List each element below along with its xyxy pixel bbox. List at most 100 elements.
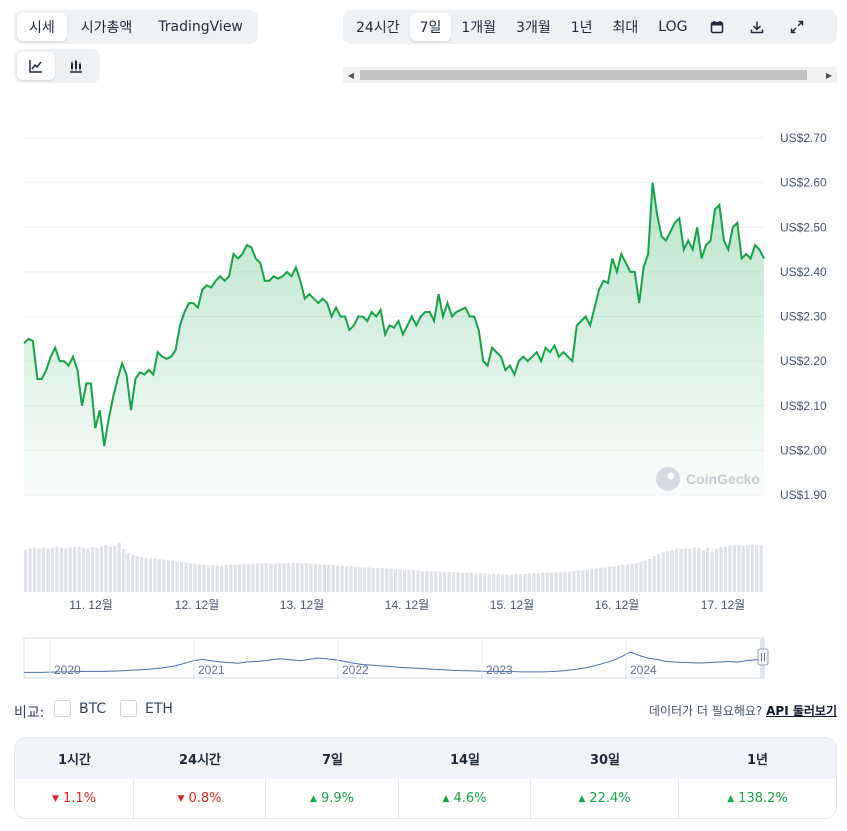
btc-checkbox[interactable] (54, 700, 71, 717)
perf-14d-arrow-icon: ▲ (442, 793, 450, 804)
candlestick-chart-button[interactable] (57, 52, 95, 80)
volume-bar (465, 572, 469, 592)
volume-bar (469, 572, 474, 592)
need-more-data: 데이터가 더 필요해요? API 둘러보기 (649, 702, 837, 719)
eth-checkbox[interactable] (120, 700, 137, 717)
volume-bar (741, 545, 745, 592)
volume-bar (122, 548, 126, 592)
y-tick-label: US$2.50 (780, 220, 827, 234)
volume-bar (723, 546, 728, 592)
calendar-button[interactable] (697, 13, 737, 41)
volume-bar (184, 562, 188, 592)
api-link[interactable]: API 둘러보기 (766, 704, 837, 718)
volume-bar (229, 565, 233, 592)
x-tick-label: 13. 12월 (280, 598, 324, 612)
volume-bar (206, 565, 211, 592)
volume-bar (523, 574, 527, 592)
volume-bar (380, 568, 384, 592)
compare-btc[interactable]: BTC (54, 700, 106, 717)
tab-price[interactable]: 시세 (17, 13, 67, 41)
volume-bar (353, 566, 358, 592)
volume-bar (362, 567, 367, 592)
volume-bar (255, 563, 260, 592)
volume-bar (443, 571, 447, 592)
volume-bar (518, 574, 523, 592)
volume-bar (24, 550, 28, 592)
performance-table: 1시간 24시간 7일 14일 30일 1년 ▼ 1.1% ▼ 0.8% ▲ 9.9%… (14, 737, 837, 819)
volume-bar (652, 556, 656, 592)
volume-bar (634, 563, 638, 592)
volume-bar (153, 558, 157, 592)
volume-bar (41, 547, 46, 592)
expand-button[interactable] (777, 13, 817, 41)
range-7d[interactable]: 7일 (409, 13, 452, 41)
tab-market-cap[interactable]: 시가총액 (80, 20, 133, 36)
y-tick-label: US$2.00 (780, 443, 827, 457)
header-1h: 1시간 (58, 753, 91, 768)
volume-bar (73, 547, 77, 592)
calendar-icon (711, 21, 724, 34)
chart-type-tabs (14, 49, 100, 83)
volume-bar (715, 548, 719, 592)
volume-bar (131, 554, 135, 592)
volume-bar (126, 553, 130, 592)
volume-bar (541, 572, 545, 592)
range-1m[interactable]: 1개월 (461, 20, 497, 36)
volume-bar (242, 563, 246, 592)
compare-eth[interactable]: ETH (120, 700, 173, 717)
volume-bar (32, 547, 37, 592)
volume-bar (750, 544, 754, 592)
volume-bar (309, 563, 313, 592)
scrollbar-thumb[interactable] (360, 70, 807, 80)
volume-bar (197, 564, 202, 592)
volume-bar (202, 565, 206, 592)
volume-bar (759, 545, 763, 592)
volume-bar (287, 562, 291, 592)
range-3m[interactable]: 3개월 (516, 20, 551, 36)
y-tick-label: US$2.30 (780, 310, 827, 324)
volume-bar (273, 563, 277, 592)
price-chart[interactable]: US$2.70 US$2.60 US$2.50 US$2.40 US$2.30 US$2.… (0, 95, 847, 690)
volume-bar (492, 574, 496, 592)
volume-bar (732, 545, 737, 592)
watermark-text: CoinGecko (686, 471, 760, 487)
perf-24h: ▼ 0.8% (134, 779, 266, 818)
line-chart-button[interactable] (17, 52, 55, 80)
volume-bar (420, 571, 424, 592)
volume-bar (295, 562, 300, 592)
volume-bar (661, 552, 665, 592)
volume-bar (460, 572, 465, 592)
range-max[interactable]: 최대 (612, 20, 639, 36)
tab-tradingview[interactable]: TradingView (158, 19, 243, 35)
volume-bar (193, 563, 197, 592)
range-scrollbar[interactable]: ◀ ▶ (343, 67, 837, 83)
scroll-right-arrow-icon[interactable]: ▶ (825, 70, 833, 80)
price-line (23, 182, 765, 447)
download-button[interactable] (737, 13, 777, 41)
perf-14d: ▲ 4.6% (399, 779, 531, 818)
volume-bar (599, 568, 603, 592)
navigator-year-label: 2020 (54, 663, 81, 677)
volume-bar (291, 562, 295, 592)
range-log[interactable]: LOG (658, 19, 688, 35)
compare-row: 비교: BTC ETH 데이터가 더 필요해요? API 둘러보기 (14, 700, 837, 722)
overview-navigator[interactable]: 2020 2021 2022 2023 2024 (23, 637, 769, 679)
volume-bar (514, 574, 518, 592)
volume-bar (68, 547, 72, 592)
range-24h[interactable]: 24시간 (356, 20, 400, 36)
volume-bar (95, 547, 99, 592)
volume-bar (139, 557, 144, 592)
volume-bar (269, 563, 273, 592)
volume-bar (434, 571, 438, 592)
scroll-left-arrow-icon[interactable]: ◀ (347, 70, 355, 80)
range-1y[interactable]: 1년 (570, 20, 593, 36)
volume-bar (327, 565, 331, 592)
navigator-handle[interactable] (757, 648, 769, 666)
volume-bar (737, 545, 741, 592)
header-24h: 24시간 (178, 753, 221, 768)
volume-bar (567, 571, 572, 592)
volume-bar (585, 569, 589, 592)
range-tabs: 24시간 7일 1개월 3개월 1년 최대 LOG (343, 10, 837, 44)
volume-bar (166, 560, 170, 592)
btc-label: BTC (79, 700, 107, 717)
